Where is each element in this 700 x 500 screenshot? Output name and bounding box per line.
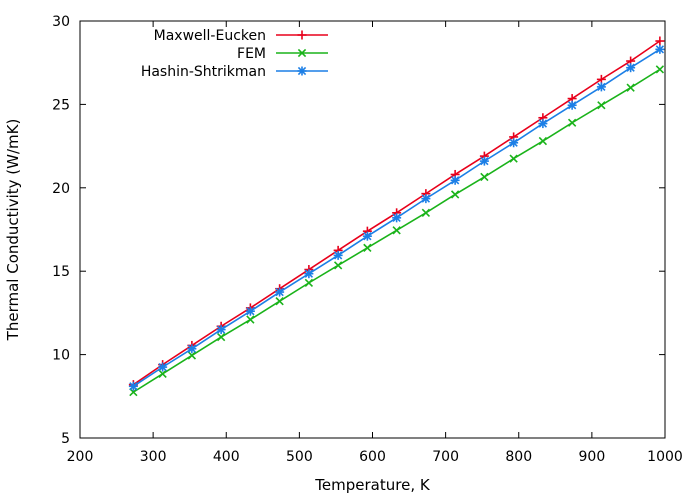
data-point xyxy=(275,297,284,306)
data-point xyxy=(597,101,606,110)
data-point xyxy=(655,65,665,74)
data-point xyxy=(655,44,665,54)
data-point xyxy=(333,250,343,260)
legend: Maxwell-Eucken FEM Hashin-Shtrikman xyxy=(141,28,328,80)
data-point xyxy=(509,138,519,148)
legend-entry-label: Maxwell-Eucken xyxy=(154,28,266,44)
y-tick-label: 10 xyxy=(52,348,70,364)
data-point xyxy=(158,362,168,372)
y-tick-label: 20 xyxy=(52,181,70,197)
x-tick-label: 600 xyxy=(359,449,386,465)
x-tick-label: 400 xyxy=(213,449,240,465)
data-point xyxy=(128,381,138,391)
legend-entry-label: Hashin-Shtrikman xyxy=(141,64,266,80)
data-point xyxy=(450,175,460,185)
data-point xyxy=(187,344,197,354)
data-point xyxy=(333,261,343,270)
y-tick-label: 15 xyxy=(52,264,70,280)
data-point xyxy=(509,154,518,163)
data-point xyxy=(596,74,606,84)
data-point xyxy=(158,369,167,378)
x-tick-label: 1000 xyxy=(647,449,683,465)
data-point xyxy=(655,36,665,46)
data-point xyxy=(567,118,577,127)
data-point xyxy=(450,190,460,199)
y-tick-label: 25 xyxy=(52,97,70,113)
plot-area xyxy=(79,20,666,439)
data-point xyxy=(246,315,255,324)
legend-marker xyxy=(297,66,307,76)
legend-marker xyxy=(297,48,307,58)
data-point xyxy=(392,213,402,223)
x-tick-label: 900 xyxy=(579,449,606,465)
data-point xyxy=(363,243,372,253)
tick-labels: 200 300 400 500 600 700 800 900 1000 5 10 15 20 25 30 xyxy=(52,14,683,465)
data-point xyxy=(216,325,226,335)
x-tick-label: 200 xyxy=(67,449,94,465)
y-tick-label: 30 xyxy=(52,14,70,30)
x-tick-label: 800 xyxy=(505,449,532,465)
data-point xyxy=(304,269,314,279)
data-point xyxy=(245,306,255,316)
data-point xyxy=(304,278,314,288)
data-point xyxy=(480,172,489,182)
data-point xyxy=(216,332,226,342)
legend-entry-label: FEM xyxy=(237,46,266,62)
y-axis-label: Thermal Conductivity (W/mK) xyxy=(4,119,22,342)
data-point xyxy=(567,100,577,110)
data-point xyxy=(538,119,548,129)
data-point xyxy=(421,208,431,217)
data-point xyxy=(626,63,636,73)
data-point xyxy=(187,351,197,360)
x-tick-label: 700 xyxy=(432,449,459,465)
data-point xyxy=(392,226,401,235)
x-tick-label: 300 xyxy=(140,449,167,465)
x-tick-label: 500 xyxy=(286,449,313,465)
legend-marker xyxy=(297,30,307,40)
plot-frame xyxy=(79,20,666,439)
x-axis-label: Temperature, K xyxy=(314,476,431,494)
data-point xyxy=(275,287,285,297)
data-point xyxy=(626,83,635,92)
data-point xyxy=(479,156,489,166)
data-series xyxy=(128,36,665,397)
y-tick-label: 5 xyxy=(61,431,70,447)
data-point xyxy=(421,194,431,204)
data-point xyxy=(596,82,606,92)
data-point xyxy=(362,231,372,241)
data-point xyxy=(538,136,548,146)
